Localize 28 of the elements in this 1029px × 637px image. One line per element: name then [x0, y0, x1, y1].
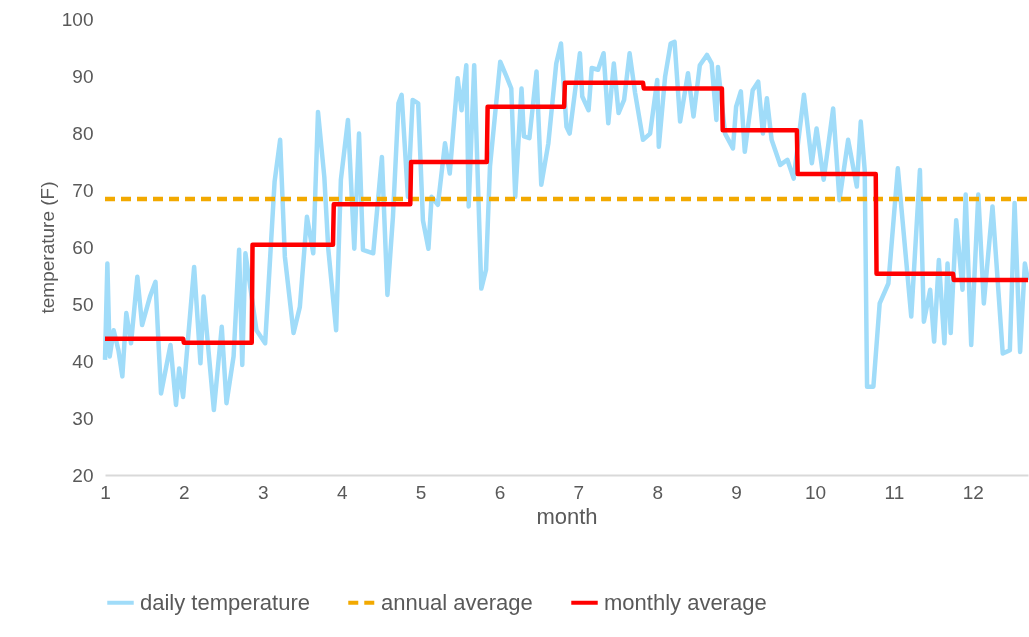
y-tick-label: 40 [72, 350, 94, 372]
line-series [102, 80, 1029, 346]
line-series [102, 39, 1029, 413]
x-tick-label: 9 [731, 481, 742, 503]
x-tick-label: 5 [415, 481, 427, 503]
y-tick-label: 100 [61, 8, 94, 30]
x-tick-label: 12 [962, 481, 984, 503]
y-tick-label: 70 [72, 179, 94, 201]
y-tick-label: 60 [72, 236, 94, 258]
legend-label: annual average [381, 589, 533, 615]
x-tick-label: 4 [336, 481, 348, 503]
legend-label: monthly average [604, 589, 767, 615]
y-tick-label: 30 [72, 407, 94, 429]
x-tick-label: 2 [179, 481, 190, 503]
x-tick-label: 7 [573, 481, 585, 503]
legend-label: daily temperature [140, 589, 310, 615]
y-tick-label: 50 [72, 293, 94, 315]
x-tick-label: 3 [257, 481, 269, 503]
x-tick-label: 6 [494, 481, 506, 503]
x-tick-label: 1 [100, 481, 111, 503]
y-tick-label: 90 [72, 65, 94, 87]
x-tick-label: 10 [804, 481, 827, 503]
y-tick-label: 20 [72, 464, 94, 486]
x-axis-title: month [536, 503, 598, 529]
x-tick-label: 8 [652, 481, 664, 503]
x-tick-label: 11 [884, 481, 905, 503]
y-axis-title: temperature (F) [36, 181, 58, 314]
y-tick-label: 80 [72, 122, 94, 144]
